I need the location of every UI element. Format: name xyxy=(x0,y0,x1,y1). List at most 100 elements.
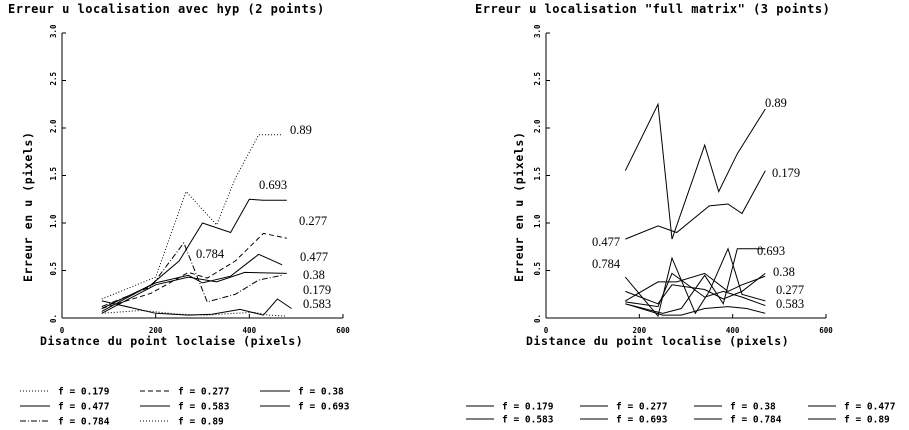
series-line xyxy=(625,248,766,314)
data-label: 0.477 xyxy=(592,235,620,249)
legend-item: f = 0.89 xyxy=(140,417,224,428)
y-tick-label: 3.0 xyxy=(49,24,58,38)
legend-item: f = 0.583 xyxy=(466,415,554,426)
series-line xyxy=(101,253,283,309)
legend-label: f = 0.38 xyxy=(298,387,344,398)
legend-label: f = 0.277 xyxy=(616,402,667,413)
x-tick-label: 200 xyxy=(149,326,163,335)
y-tick-label: 0. xyxy=(49,314,58,323)
series-line xyxy=(101,232,287,309)
legend-label: f = 0.179 xyxy=(502,402,554,413)
legend-label: f = 0.693 xyxy=(298,402,350,413)
legend-item: f = 0.38 xyxy=(260,387,344,398)
legend-right: f = 0.179 f = 0.277 f = 0.38 f = 0.477 f = 0… xyxy=(466,402,895,426)
legend-label: f = 0.784 xyxy=(58,417,110,428)
data-label: 0.693 xyxy=(259,178,287,192)
legend-item: f = 0.89 xyxy=(808,415,890,426)
data-label: 0.693 xyxy=(757,244,785,258)
x-tick-label: 600 xyxy=(336,326,350,335)
legend-label: f = 0.179 xyxy=(58,387,110,398)
legend-item: f = 0.784 xyxy=(694,415,782,426)
x-tick-label: 600 xyxy=(819,326,833,335)
series-line xyxy=(625,272,766,308)
series-group xyxy=(101,134,292,317)
y-tick-label: 1.0 xyxy=(533,214,542,228)
data-label: 0.784 xyxy=(592,257,621,271)
legend-item: f = 0.277 xyxy=(140,387,229,398)
series-line xyxy=(624,102,766,240)
x-tick-label: 200 xyxy=(633,326,647,335)
chart-title: Erreur u localisation avec hyp (2 points… xyxy=(8,2,325,16)
y-tick-label: 2.0 xyxy=(533,119,542,133)
y-axis-title: Erreur en u (pixels) xyxy=(512,132,526,282)
legend-item: f = 0.784 xyxy=(20,417,110,428)
series-line xyxy=(101,271,287,314)
legend-label: f = 0.583 xyxy=(178,402,230,413)
chart-right: Erreur u localisation "full matrix" (3 p… xyxy=(475,2,833,348)
y-tick-label: 0.5 xyxy=(533,262,542,276)
data-label: 0.179 xyxy=(772,166,800,180)
legend-item: f = 0.179 xyxy=(466,402,554,413)
series-line xyxy=(625,303,766,316)
series-line xyxy=(101,198,287,312)
legend-item: f = 0.477 xyxy=(20,402,109,413)
y-axis-ticks: 0. 0.5 1.0 1.5 2.0 2.5 3.0 xyxy=(49,24,66,323)
series-line xyxy=(625,273,766,305)
data-label: 0.583 xyxy=(303,297,331,311)
legend-item: f = 0.277 xyxy=(580,402,667,413)
x-tick-label: 0 xyxy=(544,326,549,335)
data-label: 0.477 xyxy=(300,250,328,264)
chart-title: Erreur u localisation "full matrix" (3 p… xyxy=(475,2,830,16)
x-axis-ticks: 0 200 400 600 xyxy=(60,314,350,335)
data-label: 0.277 xyxy=(776,283,804,297)
y-tick-label: 0. xyxy=(533,314,542,323)
legend-label: f = 0.784 xyxy=(730,415,782,426)
x-axis-title: Distance du point localise (pixels) xyxy=(526,334,789,348)
data-label: 0.784 xyxy=(196,247,225,261)
y-tick-label: 2.5 xyxy=(533,72,542,86)
legend-label: f = 0.477 xyxy=(58,402,109,413)
legend-label: f = 0.89 xyxy=(844,415,890,426)
y-tick-label: 2.5 xyxy=(49,72,58,86)
y-tick-label: 2.0 xyxy=(49,119,58,133)
legend-label: f = 0.89 xyxy=(178,417,224,428)
data-label: 0.179 xyxy=(303,283,331,297)
legend-item: f = 0.693 xyxy=(260,402,350,413)
chart-left: Erreur u localisation avec hyp (2 points… xyxy=(8,2,350,348)
data-label: 0.38 xyxy=(303,268,325,282)
data-label: 0.89 xyxy=(290,123,312,137)
y-tick-label: 0.5 xyxy=(49,262,58,276)
legend-label: f = 0.277 xyxy=(178,387,229,398)
legend-item: f = 0.583 xyxy=(140,402,230,413)
y-axis-title: Erreur en u (pixels) xyxy=(21,132,35,282)
y-tick-label: 1.5 xyxy=(533,167,542,181)
x-tick-label: 400 xyxy=(726,326,740,335)
legend-item: f = 0.693 xyxy=(580,415,668,426)
data-labels: 0.89 0.179 0.477 0.693 0.784 0.38 0.277 … xyxy=(592,96,804,311)
legend-item: f = 0.477 xyxy=(808,402,895,413)
legend-label: f = 0.583 xyxy=(502,415,554,426)
legend-left: f = 0.179 f = 0.277 f = 0.38 f = 0.477 f = 0… xyxy=(20,387,350,428)
data-label: 0.277 xyxy=(299,214,327,228)
legend-label: f = 0.693 xyxy=(616,415,668,426)
x-axis-title: Disatnce du point loclaise (pixels) xyxy=(40,334,303,348)
legend-item: f = 0.179 xyxy=(20,387,110,398)
legend-label: f = 0.477 xyxy=(844,402,895,413)
x-tick-label: 0 xyxy=(60,326,65,335)
legend-label: f = 0.38 xyxy=(730,402,776,413)
legend-item: f = 0.38 xyxy=(694,402,776,413)
series-line xyxy=(624,247,766,318)
y-tick-label: 3.0 xyxy=(533,24,542,38)
y-axis-ticks: 0. 0.5 1.0 1.5 2.0 2.5 3.0 xyxy=(533,24,550,323)
data-label: 0.38 xyxy=(773,265,795,279)
data-label: 0.583 xyxy=(776,297,804,311)
data-label: 0.89 xyxy=(765,96,787,110)
series-line xyxy=(625,272,766,302)
x-tick-label: 400 xyxy=(243,326,257,335)
series-group xyxy=(624,102,766,318)
data-labels: 0.89 0.693 0.277 0.477 0.38 0.179 0.583 … xyxy=(196,123,331,311)
x-axis-ticks: 0 200 400 600 xyxy=(544,314,833,335)
series-line xyxy=(625,170,766,240)
series-line xyxy=(101,298,292,316)
